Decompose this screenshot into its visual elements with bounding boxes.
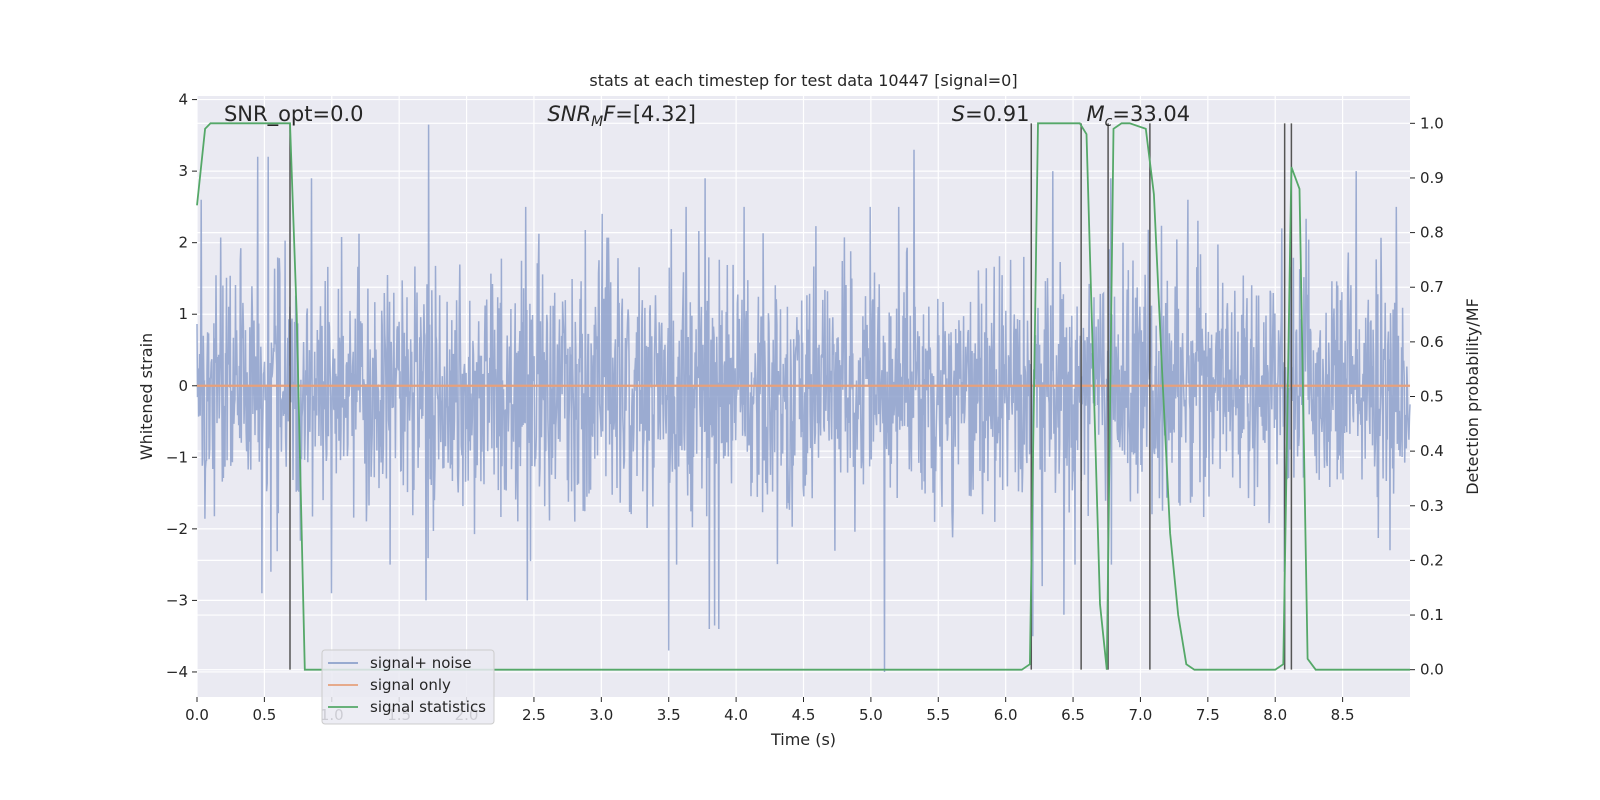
y-left-tick-label: 3: [178, 162, 188, 180]
y-right-tick-label: 1.0: [1420, 114, 1444, 132]
x-tick-label: 5.0: [859, 706, 883, 724]
y-left-tick-label: −2: [166, 520, 188, 538]
x-tick-label: 4.0: [724, 706, 748, 724]
legend-label-signal-statistics: signal statistics: [370, 698, 486, 716]
y-right-tick-label: 0.1: [1420, 606, 1444, 624]
legend-label-signal-only: signal only: [370, 676, 451, 694]
x-tick-label: 7.0: [1129, 706, 1153, 724]
annotation-2: S=0.91: [952, 102, 1030, 126]
x-tick-label: 2.5: [522, 706, 546, 724]
y-right-tick-label: 0.7: [1420, 278, 1444, 296]
x-tick-label: 6.0: [994, 706, 1018, 724]
x-tick-label: 5.5: [926, 706, 950, 724]
annotations: SNR_opt=0.0 SNRMF=[4.32] S=0.91 Mc=33.04: [224, 102, 1190, 130]
y-right-tick-label: 0.4: [1420, 442, 1444, 460]
legend: signal+ noise signal only signal statist…: [321, 649, 495, 725]
x-tick-label: 6.5: [1061, 706, 1085, 724]
legend-label-signal-plus-noise: signal+ noise: [370, 654, 472, 672]
x-tick-label: 3.5: [657, 706, 681, 724]
x-tick-label: 7.5: [1196, 706, 1220, 724]
y-left-tick-label: 2: [178, 234, 188, 252]
y-left-tick-label: 1: [178, 305, 188, 323]
y-right-tick-label: 0.5: [1420, 388, 1444, 406]
y-left-tick-label: −1: [166, 448, 188, 466]
y-right-tick-label: 0.3: [1420, 497, 1444, 515]
y-left-tick-label: 0: [178, 377, 188, 395]
y-right-tick-label: 0.2: [1420, 551, 1444, 569]
x-tick-label: 8.5: [1331, 706, 1355, 724]
series-signal-plus-noise: [196, 124, 1411, 673]
statistics-line: [196, 122, 1410, 671]
x-tick-label: 8.0: [1263, 706, 1287, 724]
right-y-axis-label: Detection probability/MF: [1463, 298, 1482, 495]
x-tick-label: 4.5: [792, 706, 816, 724]
x-tick-label: 0.0: [185, 706, 209, 724]
annotation-3: Mc=33.04: [1087, 102, 1191, 130]
y-right-tick-label: 0.0: [1420, 661, 1444, 679]
y-right-tick-label: 0.8: [1420, 224, 1444, 242]
y-left-tick-label: −4: [166, 663, 188, 681]
annotation-0: SNR_opt=0.0: [224, 102, 364, 127]
x-tick-label: 0.5: [252, 706, 276, 724]
left-y-axis-label: Whitened strain: [137, 333, 156, 460]
legend-box: [321, 649, 495, 725]
y-left-tick-label: 4: [178, 91, 188, 109]
y-left-tick-label: −3: [166, 591, 188, 609]
y-right-tick-label: 0.6: [1420, 333, 1444, 351]
x-axis-label: Time (s): [770, 730, 836, 749]
right-y-axis-ticks: 1.0 0.9 0.8 0.7 0.6 0.5 0.4 0.3 0.2 0.1 0.0: [1410, 114, 1444, 679]
series-signal-statistics: [196, 122, 1410, 671]
y-right-tick-label: 0.9: [1420, 169, 1444, 187]
annotation-1: SNRMF=[4.32]: [547, 102, 696, 130]
x-tick-label: 3.0: [589, 706, 613, 724]
left-y-axis-ticks: 4 3 2 1 0 −1 −2 −3 −4: [166, 91, 197, 681]
chart-title: stats at each timestep for test data 104…: [589, 71, 1017, 90]
noise-trace: [196, 124, 1411, 673]
